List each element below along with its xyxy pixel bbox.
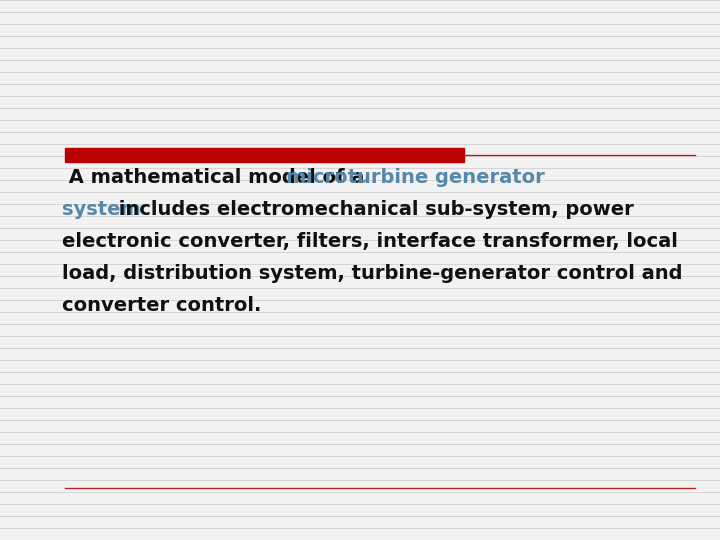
Text: converter control.: converter control.	[62, 296, 261, 315]
Text: microturbine generator: microturbine generator	[286, 168, 545, 187]
Text: A mathematical model of a: A mathematical model of a	[62, 168, 371, 187]
Text: electronic converter, filters, interface transformer, local: electronic converter, filters, interface…	[62, 232, 678, 251]
Text: system: system	[62, 200, 140, 219]
Text: load, distribution system, turbine-generator control and: load, distribution system, turbine-gener…	[62, 264, 683, 283]
Bar	[65, 148, 464, 162]
Text: includes electromechanical sub-system, power: includes electromechanical sub-system, p…	[112, 200, 634, 219]
